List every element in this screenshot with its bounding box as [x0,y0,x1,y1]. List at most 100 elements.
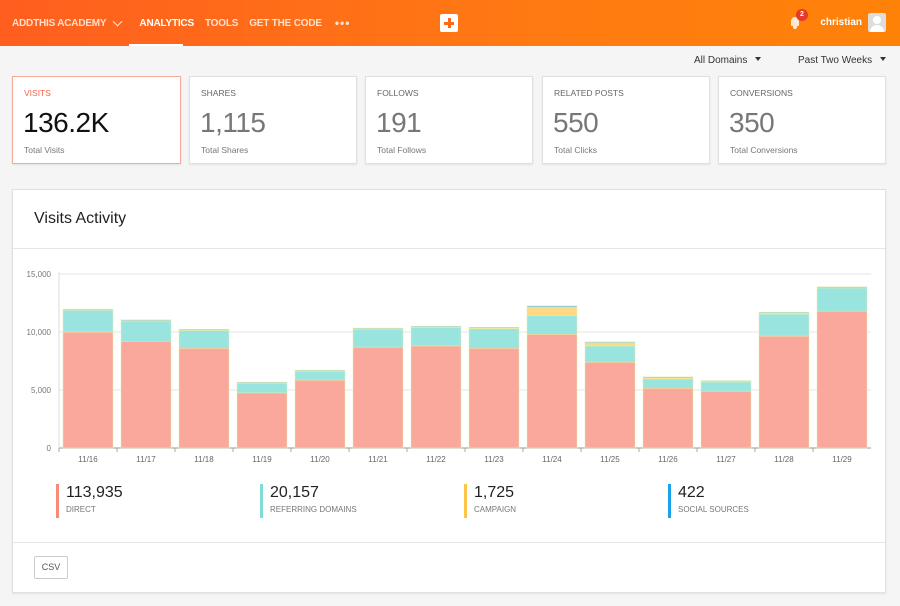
legend-value: 20,157 [270,484,319,501]
csv-button[interactable]: CSV [34,556,68,579]
domain-dropdown[interactable]: All Domains [694,55,762,66]
x-tick-label: 11/22 [426,455,446,464]
visits-chart: 0 5,000 10,000 15,000 11/16 11/17 11/18 11/19 11… [27,270,871,464]
bar-segment [62,309,114,333]
card-sub: Total Shares [201,145,249,155]
bar-segment [526,334,578,449]
bar-segment [758,313,810,337]
bell-icon[interactable] [790,17,800,29]
bar-segment [700,381,752,392]
bar-segment [468,327,520,329]
bar-segment [62,331,114,449]
card-sub: Total Follows [377,145,427,155]
card-visits[interactable]: VISITS 136.2K Total Visits [12,76,181,164]
bar-segment [584,341,636,343]
avatar[interactable] [868,13,886,32]
card-label: CONVERSIONS [730,88,793,98]
legend-value: 1,725 [474,484,515,501]
bar-segment [584,342,636,347]
bar-segment [526,306,578,317]
bar-segment [526,305,578,308]
bar-segment [642,378,694,389]
bar-segment [352,327,404,330]
x-tick-label: 11/16 [78,455,98,464]
bar-segment [236,392,288,449]
bar-segment [642,376,694,379]
legend-value: 422 [678,484,705,501]
card-label: RELATED POSTS [554,88,624,98]
bar-segment [294,369,346,372]
notification-badge: 2 [796,9,808,21]
x-tick-label: 11/23 [484,455,504,464]
x-tick-label: 11/28 [774,455,794,464]
top-nav: ADDTHIS ACADEMY ANALYTICS TOOLS GET THE … [0,0,900,46]
visits-activity-panel: Visits Activity 0 5,000 10,000 15,000 11/16 1… [12,189,886,593]
bar-segment [178,330,230,349]
bar-segment [294,379,346,449]
legend-direct: 113,935 DIRECT [56,484,123,518]
bar-segment [294,370,346,381]
bar-segment [120,320,172,342]
x-tick-label: 11/24 [542,455,562,464]
y-tick-label: 10,000 [27,328,52,337]
card-value: 550 [553,107,599,138]
legend-label: REFERRING DOMAINS [270,505,357,514]
nav-analytics[interactable]: ANALYTICS [139,17,194,29]
bar-segment [62,308,114,311]
card-sub: Total Conversions [730,145,798,155]
legend-swatch [56,484,59,518]
legend-value: 113,935 [66,484,123,501]
card-value: 350 [729,107,775,138]
add-icon[interactable] [440,14,458,32]
legend-campaign: 1,725 CAMPAIGN [464,484,516,518]
panel-title: Visits Activity [34,210,127,227]
bar-segment [352,346,404,449]
bar-segment [468,347,520,449]
bar-segment [120,319,172,321]
x-tick-label: 11/29 [832,455,852,464]
legend-referring: 20,157 REFERRING DOMAINS [260,484,357,518]
bar-segment [410,345,462,449]
legend-swatch [668,484,671,518]
card-related-posts[interactable]: RELATED POSTS 550 Total Clicks [542,76,710,164]
card-sub: Total Clicks [554,145,597,155]
period-dropdown[interactable]: Past Two Weeks [798,55,887,66]
bar-segment [526,315,578,335]
card-shares[interactable]: SHARES 1,115 Total Shares [189,76,357,164]
brand-menu[interactable]: ADDTHIS ACADEMY [12,16,123,29]
x-tick-label: 11/25 [600,455,620,464]
bar-segment [584,361,636,449]
bar-segment [120,341,172,449]
y-tick-label: 5,000 [31,386,52,395]
nav-get-the-code[interactable]: GET THE CODE [249,17,322,29]
nav-tools[interactable]: TOOLS [204,17,239,29]
caret-down-icon [880,57,887,61]
bar-segment [584,345,636,363]
x-tick-label: 11/27 [716,455,736,464]
more-menu-icon[interactable]: ••• [334,16,351,30]
bar-segment [816,287,868,312]
x-tick-label: 11/20 [310,455,330,464]
card-conversions[interactable]: CONVERSIONS 350 Total Conversions [718,76,886,164]
bar-segment [352,328,404,348]
user-name[interactable]: christian [820,17,862,28]
divider [13,542,885,543]
divider [13,248,885,249]
x-tick-label: 11/17 [136,455,156,464]
card-follows[interactable]: FOLLOWS 191 Total Follows [365,76,533,164]
card-sub: Total Visits [24,145,65,155]
x-tick-label: 11/19 [252,455,272,464]
card-value: 191 [376,107,422,138]
legend-swatch [464,484,467,518]
card-label: SHARES [201,88,236,98]
x-tick-label: 11/18 [194,455,214,464]
bar-segment [700,380,752,382]
legend-swatch [260,484,263,518]
bar-segment [816,286,868,288]
bar-segment [468,328,520,349]
bar-segment [410,326,462,328]
card-label: FOLLOWS [377,88,419,98]
active-tab-indicator [129,44,183,46]
legend-label: CAMPAIGN [474,505,517,514]
bar-segment [700,390,752,449]
